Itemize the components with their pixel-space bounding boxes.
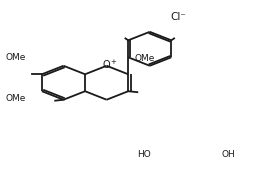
- Text: OMe: OMe: [6, 53, 26, 62]
- Text: Cl⁻: Cl⁻: [170, 12, 186, 22]
- Text: OMe: OMe: [6, 94, 26, 103]
- Text: HO: HO: [137, 150, 151, 159]
- Text: +: +: [111, 59, 116, 65]
- Text: OMe: OMe: [134, 54, 155, 63]
- Text: OH: OH: [221, 150, 235, 159]
- Text: O: O: [103, 60, 110, 70]
